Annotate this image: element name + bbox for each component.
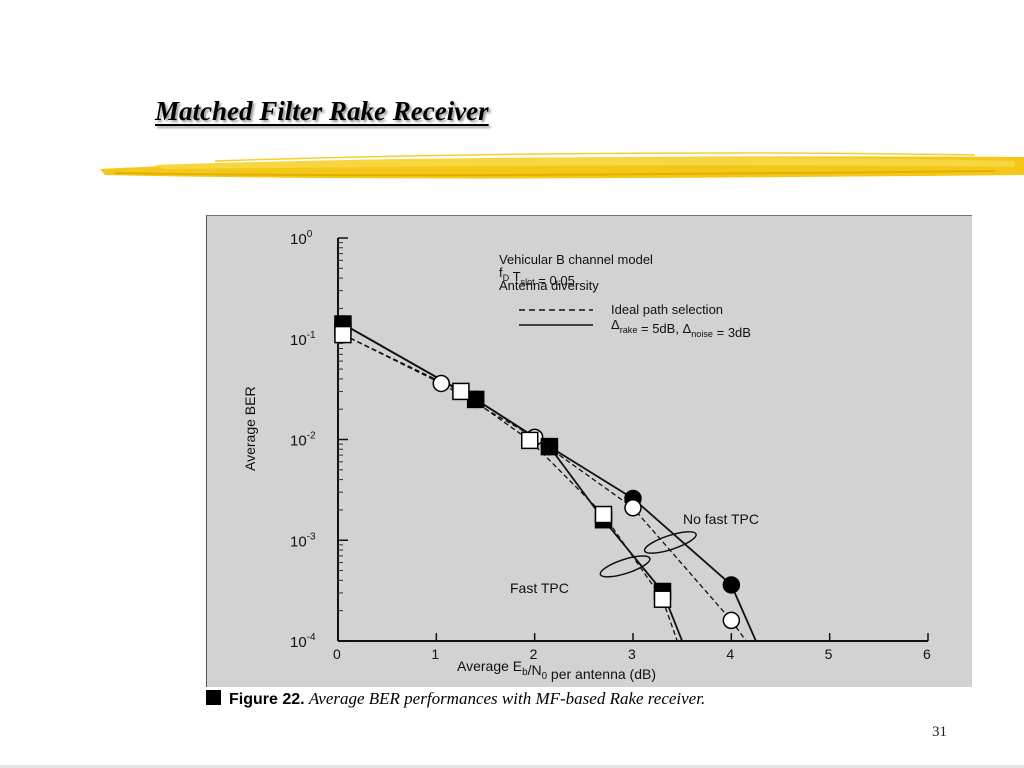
caption-square-icon [206,690,221,705]
chart-figure: 100 10-1 10-2 10-3 10-4 0 1 2 3 4 5 6 Average Eb/N0 … [206,215,972,687]
x-tick-label: 2 [530,646,538,662]
data-point-open-square [653,590,672,608]
legend-entry-label: Ideal path selection [611,302,723,317]
x-tick-label: 0 [333,646,341,662]
y-tick-label: 10-3 [290,531,316,550]
caption-text: Average BER performances with MF-based R… [308,689,706,708]
data-point-open-square [521,431,539,450]
slide-title: Matched Filter Rake Receiver [155,96,489,126]
series-line-open-square [342,333,678,642]
x-tick-label: 4 [726,646,734,662]
data-point-open-circle [624,499,642,517]
x-tick-label: 3 [628,646,636,662]
data-point-open-circle [722,611,741,630]
ber-chart: 100 10-1 10-2 10-3 10-4 0 1 2 3 4 5 6 Average Eb/N0 … [242,229,931,682]
data-point-open-square [594,505,613,524]
legend-header-line: Vehicular B channel model [499,252,653,267]
no-fast-tpc-ellipse [643,531,697,554]
data-point-open-circle [432,374,450,393]
fast-tpc-ellipse [599,555,651,578]
legend-header-line: Antenna diversity [499,278,599,293]
legend-entry-label: Δrake = 5dB, Δnoise = 3dB [611,317,751,340]
y-tick-label: 10-1 [290,330,316,349]
y-tick-label: 10-4 [290,632,316,651]
x-tick-label: 6 [923,646,931,662]
figure-caption: Figure 22. Average BER performances with… [206,689,966,709]
annotation-fast-tpc: Fast TPC [510,580,569,596]
x-tick-label: 1 [431,646,439,662]
annotation-no-fast-tpc: No fast TPC [683,511,759,527]
data-point-open-square [452,382,470,401]
y-axis-label: Average BER [242,386,258,471]
footer-divider [0,765,1024,768]
data-point-open-square [334,325,352,344]
yellow-brush-stroke [100,152,1024,179]
data-point-filled-square [540,437,559,456]
caption-label: Figure 22. [229,691,305,708]
legend-header-line: fD Tslot = 0.05 [499,265,575,288]
x-tick-label: 5 [825,646,833,662]
page-number: 31 [932,724,947,740]
y-tick-label: 100 [290,229,313,248]
data-point-filled-square [466,390,485,409]
y-tick-label: 10-2 [290,431,316,450]
x-axis-label: Average Eb/N0 per antenna (dB) [457,658,656,682]
data-point-filled-circle [722,576,741,594]
